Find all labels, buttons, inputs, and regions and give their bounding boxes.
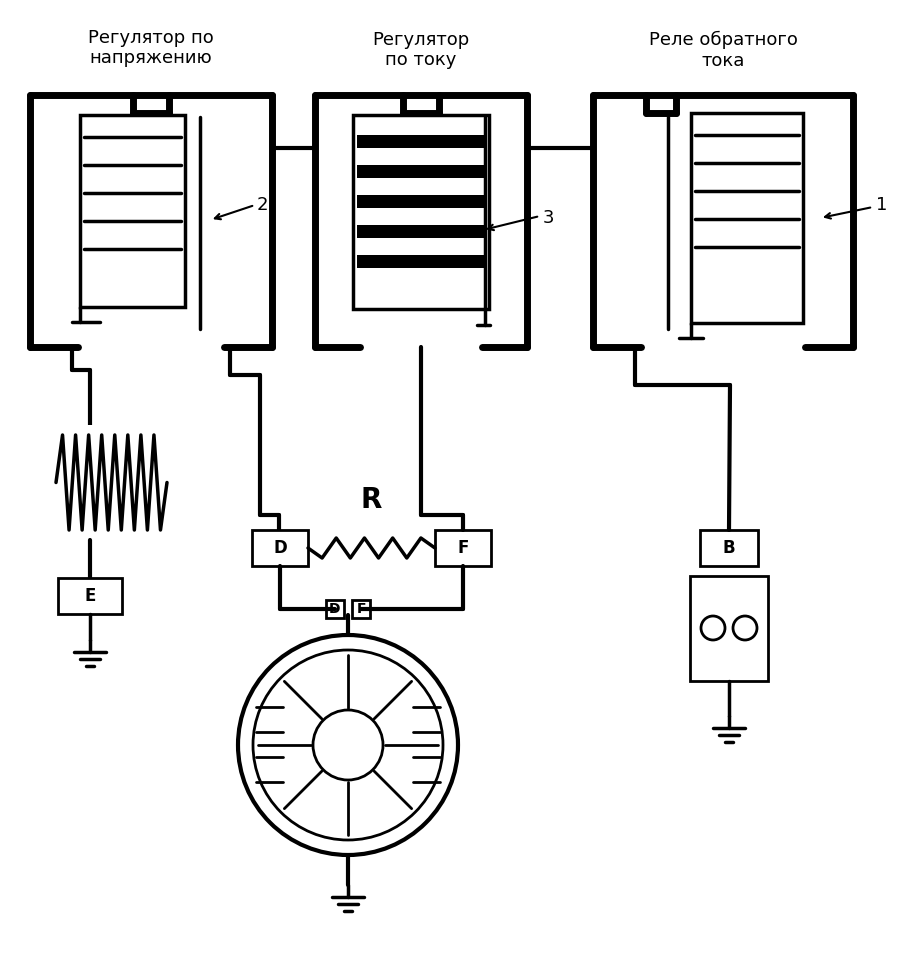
Bar bbox=[691, 113, 803, 323]
Circle shape bbox=[733, 616, 757, 640]
Bar bbox=[357, 195, 485, 208]
Text: Реле обратного
тока: Реле обратного тока bbox=[649, 31, 798, 69]
Bar bbox=[357, 255, 485, 268]
Text: Регулятор
по току: Регулятор по току bbox=[372, 31, 469, 69]
Text: 3: 3 bbox=[543, 209, 554, 227]
Bar bbox=[357, 165, 485, 178]
Text: R: R bbox=[361, 486, 382, 514]
Circle shape bbox=[313, 710, 383, 780]
Bar bbox=[326, 600, 344, 618]
Text: E: E bbox=[84, 587, 96, 605]
Text: F: F bbox=[458, 539, 468, 557]
Text: D: D bbox=[329, 602, 340, 616]
Circle shape bbox=[238, 635, 458, 855]
Bar bbox=[353, 115, 489, 309]
Bar bbox=[700, 530, 758, 566]
Text: D: D bbox=[273, 539, 287, 557]
Text: F: F bbox=[356, 602, 366, 616]
Text: Регулятор по
напряжению: Регулятор по напряжению bbox=[88, 29, 214, 68]
Bar bbox=[690, 576, 768, 681]
Bar bbox=[357, 225, 485, 238]
Circle shape bbox=[701, 616, 725, 640]
Circle shape bbox=[253, 650, 443, 840]
Bar bbox=[357, 135, 485, 148]
Bar bbox=[352, 600, 370, 618]
Text: 2: 2 bbox=[256, 196, 268, 214]
Bar bbox=[252, 530, 308, 566]
Text: 1: 1 bbox=[877, 196, 888, 214]
Text: B: B bbox=[723, 539, 736, 557]
Bar bbox=[435, 530, 491, 566]
Bar bbox=[48, 425, 175, 540]
Bar bbox=[80, 115, 185, 307]
Bar bbox=[58, 578, 122, 614]
